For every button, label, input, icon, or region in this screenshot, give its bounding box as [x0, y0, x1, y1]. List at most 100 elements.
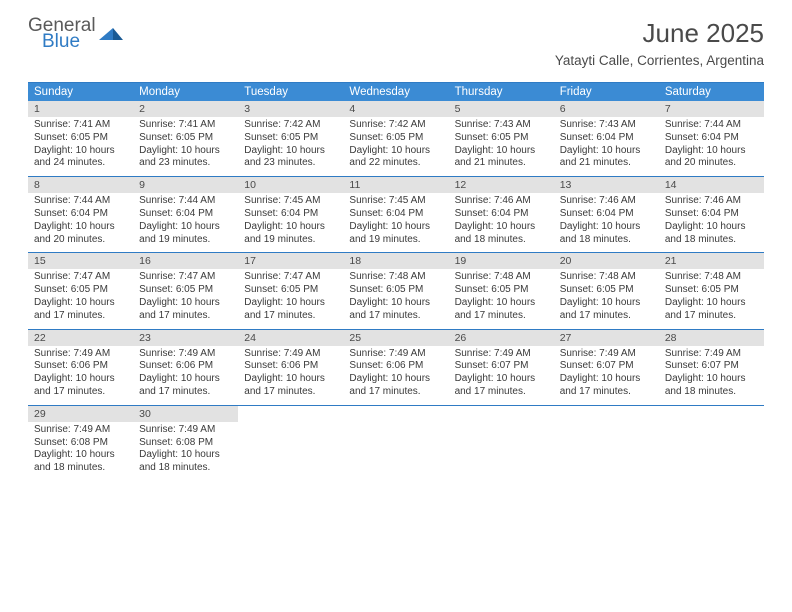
day-number: 20 — [554, 253, 659, 269]
day-number: 16 — [133, 253, 238, 269]
day-cell: 16Sunrise: 7:47 AMSunset: 6:05 PMDayligh… — [133, 253, 238, 328]
day-number: 3 — [238, 101, 343, 117]
weekday-header: Wednesday — [343, 83, 448, 101]
day-number: 5 — [449, 101, 554, 117]
sunrise-line: Sunrise: 7:43 AM — [560, 119, 653, 132]
week-row: 15Sunrise: 7:47 AMSunset: 6:05 PMDayligh… — [28, 253, 764, 329]
sunset-line: Sunset: 6:04 PM — [455, 208, 548, 221]
daylight-line: Daylight: 10 hours and 17 minutes. — [455, 373, 548, 399]
day-number — [449, 406, 554, 410]
empty-cell — [554, 406, 659, 481]
day-number: 15 — [28, 253, 133, 269]
sunrise-line: Sunrise: 7:49 AM — [665, 348, 758, 361]
daylight-line: Daylight: 10 hours and 17 minutes. — [560, 297, 653, 323]
sunset-line: Sunset: 6:05 PM — [560, 284, 653, 297]
day-cell: 11Sunrise: 7:45 AMSunset: 6:04 PMDayligh… — [343, 177, 448, 252]
day-cell: 6Sunrise: 7:43 AMSunset: 6:04 PMDaylight… — [554, 101, 659, 176]
day-cell: 7Sunrise: 7:44 AMSunset: 6:04 PMDaylight… — [659, 101, 764, 176]
day-number — [238, 406, 343, 410]
day-number: 1 — [28, 101, 133, 117]
day-number: 10 — [238, 177, 343, 193]
weekday-header: Saturday — [659, 83, 764, 101]
sunrise-line: Sunrise: 7:49 AM — [34, 348, 127, 361]
sunrise-line: Sunrise: 7:47 AM — [244, 271, 337, 284]
day-body: Sunrise: 7:49 AMSunset: 6:08 PMDaylight:… — [133, 422, 238, 475]
day-number: 8 — [28, 177, 133, 193]
day-number: 11 — [343, 177, 448, 193]
day-number: 26 — [449, 330, 554, 346]
sunset-line: Sunset: 6:07 PM — [665, 360, 758, 373]
sunrise-line: Sunrise: 7:49 AM — [349, 348, 442, 361]
day-cell: 30Sunrise: 7:49 AMSunset: 6:08 PMDayligh… — [133, 406, 238, 481]
sunrise-line: Sunrise: 7:48 AM — [455, 271, 548, 284]
sunrise-line: Sunrise: 7:44 AM — [665, 119, 758, 132]
daylight-line: Daylight: 10 hours and 19 minutes. — [349, 221, 442, 247]
location-text: Yatayti Calle, Corrientes, Argentina — [555, 53, 764, 68]
sunset-line: Sunset: 6:05 PM — [455, 132, 548, 145]
daylight-line: Daylight: 10 hours and 17 minutes. — [455, 297, 548, 323]
day-number: 2 — [133, 101, 238, 117]
daylight-line: Daylight: 10 hours and 17 minutes. — [244, 373, 337, 399]
daylight-line: Daylight: 10 hours and 23 minutes. — [139, 145, 232, 171]
daylight-line: Daylight: 10 hours and 17 minutes. — [349, 297, 442, 323]
weekday-header: Thursday — [449, 83, 554, 101]
day-body: Sunrise: 7:47 AMSunset: 6:05 PMDaylight:… — [133, 269, 238, 322]
day-number: 23 — [133, 330, 238, 346]
day-number — [554, 406, 659, 410]
sunset-line: Sunset: 6:05 PM — [455, 284, 548, 297]
sunset-line: Sunset: 6:04 PM — [244, 208, 337, 221]
week-row: 29Sunrise: 7:49 AMSunset: 6:08 PMDayligh… — [28, 406, 764, 481]
day-body: Sunrise: 7:49 AMSunset: 6:07 PMDaylight:… — [554, 346, 659, 399]
sunset-line: Sunset: 6:05 PM — [139, 132, 232, 145]
daylight-line: Daylight: 10 hours and 17 minutes. — [560, 373, 653, 399]
sunrise-line: Sunrise: 7:47 AM — [139, 271, 232, 284]
day-body: Sunrise: 7:42 AMSunset: 6:05 PMDaylight:… — [343, 117, 448, 170]
sunrise-line: Sunrise: 7:42 AM — [244, 119, 337, 132]
day-number: 14 — [659, 177, 764, 193]
day-number: 9 — [133, 177, 238, 193]
day-number — [343, 406, 448, 410]
page-header: General Blue June 2025 Yatayti Calle, Co… — [0, 0, 792, 76]
sunrise-line: Sunrise: 7:48 AM — [665, 271, 758, 284]
weekday-header-row: SundayMondayTuesdayWednesdayThursdayFrid… — [28, 83, 764, 101]
daylight-line: Daylight: 10 hours and 18 minutes. — [139, 449, 232, 475]
sunset-line: Sunset: 6:04 PM — [34, 208, 127, 221]
day-body: Sunrise: 7:48 AMSunset: 6:05 PMDaylight:… — [554, 269, 659, 322]
day-body: Sunrise: 7:49 AMSunset: 6:08 PMDaylight:… — [28, 422, 133, 475]
sunset-line: Sunset: 6:08 PM — [139, 437, 232, 450]
sunset-line: Sunset: 6:05 PM — [139, 284, 232, 297]
sunset-line: Sunset: 6:04 PM — [349, 208, 442, 221]
weekday-header: Sunday — [28, 83, 133, 101]
day-number: 25 — [343, 330, 448, 346]
day-body: Sunrise: 7:45 AMSunset: 6:04 PMDaylight:… — [343, 193, 448, 246]
day-body: Sunrise: 7:47 AMSunset: 6:05 PMDaylight:… — [238, 269, 343, 322]
sunrise-line: Sunrise: 7:41 AM — [34, 119, 127, 132]
day-cell: 9Sunrise: 7:44 AMSunset: 6:04 PMDaylight… — [133, 177, 238, 252]
sunrise-line: Sunrise: 7:48 AM — [560, 271, 653, 284]
day-number: 6 — [554, 101, 659, 117]
day-body: Sunrise: 7:43 AMSunset: 6:05 PMDaylight:… — [449, 117, 554, 170]
sunset-line: Sunset: 6:04 PM — [560, 132, 653, 145]
day-body: Sunrise: 7:46 AMSunset: 6:04 PMDaylight:… — [554, 193, 659, 246]
day-cell: 29Sunrise: 7:49 AMSunset: 6:08 PMDayligh… — [28, 406, 133, 481]
sunrise-line: Sunrise: 7:44 AM — [34, 195, 127, 208]
day-body: Sunrise: 7:47 AMSunset: 6:05 PMDaylight:… — [28, 269, 133, 322]
day-cell: 2 Sunrise: 7:41 AMSunset: 6:05 PMDaylight… — [133, 101, 238, 176]
sunrise-line: Sunrise: 7:41 AM — [139, 119, 232, 132]
day-cell: 24Sunrise: 7:49 AMSunset: 6:06 PMDayligh… — [238, 330, 343, 405]
sunset-line: Sunset: 6:06 PM — [34, 360, 127, 373]
daylight-line: Daylight: 10 hours and 23 minutes. — [244, 145, 337, 171]
sunset-line: Sunset: 6:06 PM — [139, 360, 232, 373]
day-body: Sunrise: 7:49 AMSunset: 6:06 PMDaylight:… — [343, 346, 448, 399]
daylight-line: Daylight: 10 hours and 19 minutes. — [139, 221, 232, 247]
day-number: 22 — [28, 330, 133, 346]
daylight-line: Daylight: 10 hours and 22 minutes. — [349, 145, 442, 171]
day-number: 13 — [554, 177, 659, 193]
logo: General Blue — [28, 18, 123, 50]
day-number: 4 — [343, 101, 448, 117]
daylight-line: Daylight: 10 hours and 18 minutes. — [560, 221, 653, 247]
logo-text-blue: Blue — [42, 34, 96, 50]
sunrise-line: Sunrise: 7:49 AM — [139, 424, 232, 437]
sunrise-line: Sunrise: 7:44 AM — [139, 195, 232, 208]
day-number: 12 — [449, 177, 554, 193]
